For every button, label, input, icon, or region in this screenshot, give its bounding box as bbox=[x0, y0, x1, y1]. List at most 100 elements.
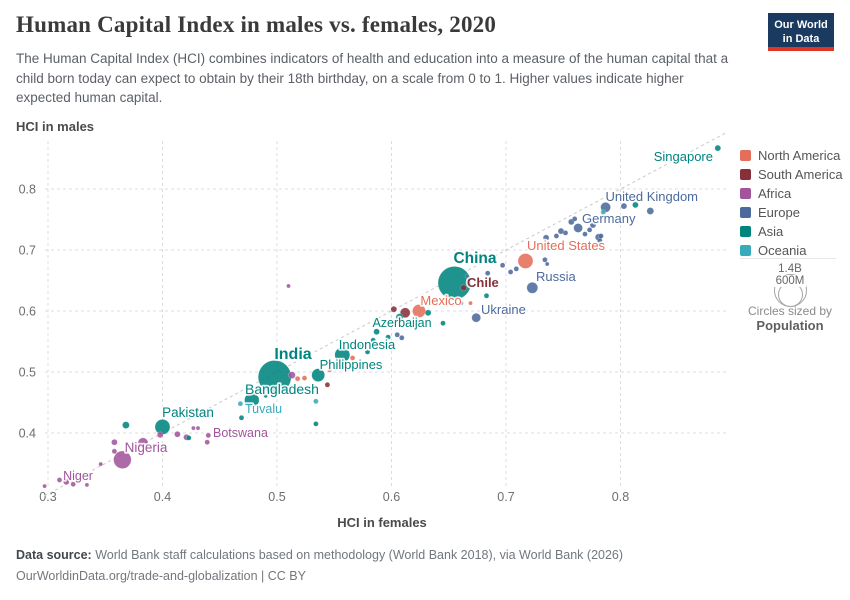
data-point[interactable] bbox=[207, 413, 212, 419]
data-point[interactable] bbox=[582, 231, 588, 237]
legend-item-south-america[interactable]: South America bbox=[740, 165, 843, 184]
legend-item-africa[interactable]: Africa bbox=[740, 184, 843, 203]
data-point[interactable] bbox=[313, 421, 319, 427]
label-india[interactable]: India bbox=[273, 344, 314, 365]
data-point[interactable] bbox=[484, 270, 491, 277]
point-niger[interactable] bbox=[63, 478, 70, 486]
point-russia[interactable] bbox=[526, 281, 539, 294]
data-point[interactable] bbox=[327, 367, 333, 373]
data-point[interactable] bbox=[542, 256, 548, 263]
point-germany[interactable] bbox=[573, 223, 583, 233]
data-point[interactable] bbox=[364, 349, 371, 355]
point-bangladesh[interactable] bbox=[244, 392, 260, 408]
data-point[interactable] bbox=[562, 230, 569, 236]
data-point[interactable] bbox=[357, 343, 362, 349]
data-point[interactable] bbox=[349, 355, 356, 361]
label-bangladesh[interactable]: Bangladesh bbox=[243, 379, 320, 399]
data-point[interactable] bbox=[499, 262, 506, 269]
point-indonesia[interactable] bbox=[334, 347, 351, 363]
label-united-states[interactable]: United States bbox=[525, 236, 607, 255]
label-ukraine[interactable]: Ukraine bbox=[479, 300, 527, 319]
point-ukraine[interactable] bbox=[471, 312, 482, 323]
point-china[interactable] bbox=[437, 266, 472, 300]
data-point[interactable] bbox=[313, 398, 319, 405]
legend-item-asia[interactable]: Asia bbox=[740, 222, 843, 241]
label-united-kingdom[interactable]: United Kingdom bbox=[604, 187, 700, 206]
label-china[interactable]: China bbox=[452, 248, 499, 269]
data-point[interactable] bbox=[542, 234, 550, 242]
data-point[interactable] bbox=[186, 435, 192, 441]
label-pakistan[interactable]: Pakistan bbox=[160, 403, 215, 422]
point-philippines[interactable] bbox=[311, 368, 326, 382]
citation-line[interactable]: OurWorldinData.org/trade-and-globalizati… bbox=[16, 569, 306, 583]
data-point[interactable] bbox=[288, 371, 296, 379]
point-united-states[interactable] bbox=[517, 253, 534, 269]
label-philippines[interactable]: Philippines bbox=[318, 355, 385, 374]
data-point[interactable] bbox=[137, 437, 149, 449]
label-germany[interactable]: Germany bbox=[580, 209, 637, 228]
point-azerbaijan[interactable] bbox=[395, 313, 404, 321]
data-point[interactable] bbox=[440, 320, 446, 327]
data-point[interactable] bbox=[191, 425, 196, 431]
data-point[interactable] bbox=[373, 328, 380, 336]
label-nigeria[interactable]: Nigeria bbox=[123, 438, 170, 457]
data-point[interactable] bbox=[446, 299, 452, 305]
data-point[interactable] bbox=[84, 482, 90, 488]
data-point[interactable] bbox=[507, 269, 514, 275]
data-point[interactable] bbox=[204, 439, 210, 446]
data-point[interactable] bbox=[70, 481, 76, 488]
data-point[interactable] bbox=[238, 414, 245, 421]
point-botswana[interactable] bbox=[205, 432, 212, 439]
data-point[interactable] bbox=[513, 266, 520, 272]
label-azerbaijan[interactable]: Azerbaijan bbox=[371, 314, 434, 332]
data-point[interactable] bbox=[586, 227, 593, 233]
data-point[interactable] bbox=[458, 300, 464, 306]
data-point[interactable] bbox=[597, 238, 603, 244]
data-point[interactable] bbox=[399, 307, 411, 319]
point-pakistan[interactable] bbox=[154, 419, 171, 435]
data-point[interactable] bbox=[390, 305, 398, 313]
label-mexico[interactable]: Mexico bbox=[419, 291, 464, 310]
label-niger[interactable]: Niger bbox=[61, 467, 94, 485]
data-point[interactable] bbox=[620, 202, 628, 210]
data-point[interactable] bbox=[263, 393, 268, 399]
data-point[interactable] bbox=[598, 233, 604, 239]
data-point[interactable] bbox=[424, 309, 432, 317]
point-chile[interactable] bbox=[460, 284, 467, 292]
data-point[interactable] bbox=[464, 273, 470, 279]
point-mexico[interactable] bbox=[412, 304, 426, 318]
data-point[interactable] bbox=[98, 461, 103, 467]
data-point[interactable] bbox=[301, 375, 308, 381]
label-tuvalu[interactable]: Tuvalu bbox=[243, 400, 284, 418]
legend-item-oceania[interactable]: Oceania bbox=[740, 241, 843, 260]
owid-logo[interactable]: Our World in Data bbox=[768, 13, 834, 51]
data-point[interactable] bbox=[42, 483, 47, 489]
data-point[interactable] bbox=[646, 207, 655, 215]
label-singapore[interactable]: Singapore bbox=[652, 147, 715, 166]
label-indonesia[interactable]: Indonesia bbox=[337, 335, 398, 354]
data-point[interactable] bbox=[632, 201, 639, 209]
data-point[interactable] bbox=[370, 337, 377, 344]
data-point[interactable] bbox=[544, 261, 550, 267]
label-chile[interactable]: Chile bbox=[465, 273, 500, 292]
data-point[interactable] bbox=[56, 477, 63, 483]
data-point[interactable] bbox=[294, 375, 301, 382]
data-point[interactable] bbox=[122, 421, 130, 429]
legend-item-europe[interactable]: Europe bbox=[740, 203, 843, 222]
point-tuvalu[interactable] bbox=[237, 400, 244, 407]
data-point[interactable] bbox=[589, 221, 597, 229]
point-singapore[interactable] bbox=[714, 144, 722, 152]
data-point[interactable] bbox=[111, 438, 118, 446]
data-point[interactable] bbox=[385, 334, 391, 341]
label-russia[interactable]: Russia bbox=[534, 267, 578, 286]
data-point[interactable] bbox=[483, 292, 490, 299]
data-point[interactable] bbox=[324, 381, 331, 388]
label-botswana[interactable]: Botswana bbox=[211, 424, 269, 442]
point-nigeria[interactable] bbox=[113, 450, 132, 469]
data-point[interactable] bbox=[174, 430, 181, 438]
data-point[interactable] bbox=[398, 334, 405, 341]
data-point[interactable] bbox=[394, 331, 401, 338]
data-point[interactable] bbox=[571, 216, 578, 222]
data-point[interactable] bbox=[195, 425, 201, 431]
data-point[interactable] bbox=[600, 209, 607, 215]
